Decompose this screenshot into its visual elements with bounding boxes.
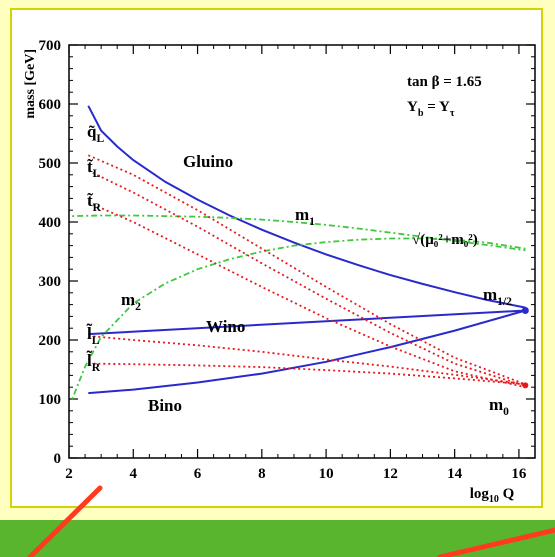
x-tick-label: 8 <box>258 466 266 482</box>
x-tick-label: 4 <box>130 466 138 482</box>
label-stop-L: t̃L <box>87 157 101 180</box>
series-line-3 <box>72 214 526 252</box>
label-squark-L: q̃L <box>87 122 104 145</box>
annotation-tanb: tan β = 1.65 <box>407 74 482 90</box>
series-line-7 <box>87 201 526 389</box>
x-axis-label: log10 Q <box>470 486 515 505</box>
m0-point <box>522 382 529 389</box>
y-tick-label: 300 <box>39 274 62 290</box>
plot-frame <box>68 44 536 459</box>
y-tick-label: 400 <box>39 215 62 231</box>
label-bino: Bino <box>148 396 182 415</box>
y-tick-label: 500 <box>39 156 62 172</box>
y-tick-label: 600 <box>39 97 62 113</box>
series-line-0 <box>87 105 526 309</box>
y-tick-label: 100 <box>39 392 62 408</box>
label-m1: m1 <box>295 205 315 228</box>
series-line-4 <box>71 237 526 400</box>
pointer-line-left <box>27 485 103 557</box>
pointer-line-right <box>437 527 555 557</box>
label-wino: Wino <box>206 317 245 336</box>
x-tick-label: 14 <box>447 466 463 482</box>
label-m2: m2 <box>121 290 141 313</box>
x-tick-label: 2 <box>65 466 73 482</box>
label-gluino: Gluino <box>183 152 233 171</box>
y-tick-label: 0 <box>54 451 62 467</box>
series-line-9 <box>88 362 526 386</box>
label-mu: √(μ₀²+m₀²) <box>412 232 478 248</box>
series-line-1 <box>88 309 526 336</box>
y-tick-label: 700 <box>39 38 62 54</box>
label-mhalf: m1/2 <box>483 285 512 308</box>
label-slepton-L: l̃L <box>87 323 100 347</box>
series-line-5 <box>87 154 526 386</box>
x-tick-label: 10 <box>319 466 334 482</box>
label-slepton-R: l̃R <box>87 350 101 374</box>
mhalf-point <box>521 307 529 314</box>
y-axis-label: mass [GeV] <box>23 49 38 119</box>
y-tick-label: 200 <box>39 333 62 349</box>
annotation-yukawa: Yb = Yτ <box>407 99 455 119</box>
x-tick-label: 12 <box>383 466 398 482</box>
plot-panel: 2 4 6 8 10 12 14 16 0 100 200 300 400 500 600 700 mass [… <box>10 8 543 508</box>
x-tick-label: 16 <box>511 466 527 482</box>
series-line-8 <box>88 335 526 386</box>
label-m0: m0 <box>489 395 509 418</box>
x-tick-label: 6 <box>194 466 202 482</box>
label-stop-R: t̃R <box>87 191 102 214</box>
